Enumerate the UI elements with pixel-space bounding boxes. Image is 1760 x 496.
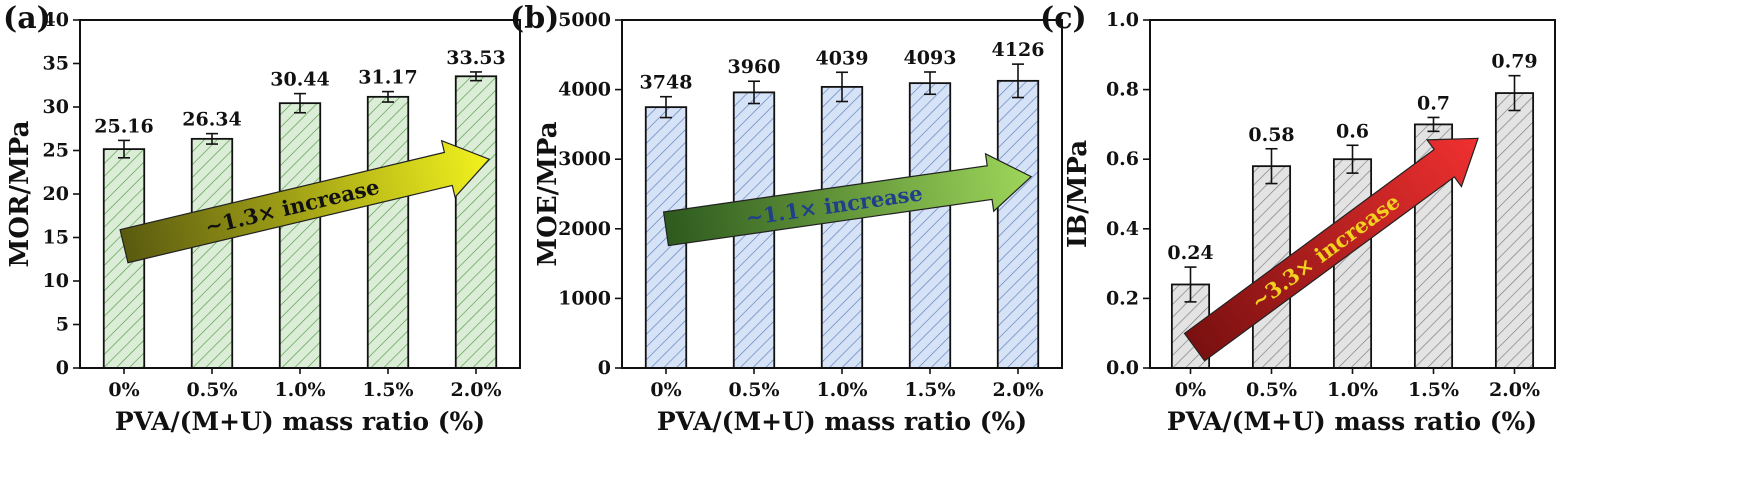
panel-a-error-bar-0: [118, 139, 130, 159]
panel-c-y-tick-label-1: 0.2: [1106, 287, 1139, 309]
panel-b-y-tick-label-4: 4000: [558, 79, 611, 101]
panel-a-y-tick-label-4: 20: [43, 183, 69, 205]
panel-a-x-tick-label-0: 0%: [108, 379, 139, 401]
panel-c-x-tick-label-3: 1.5%: [1408, 379, 1459, 401]
panel-a-bar-4: [454, 75, 498, 369]
panel-b-x-tick-label-1: 0.5%: [728, 379, 779, 401]
panel-b-value-label-0: 3748: [640, 72, 693, 94]
panel-a-x-tick-label-1: 0.5%: [186, 379, 237, 401]
panel-c-value-label-0: 0.24: [1167, 242, 1213, 264]
panel-a-y-tick-label-0: 0: [56, 357, 69, 379]
panel-c-value-label-3: 0.7: [1417, 92, 1450, 114]
panel-b-value-label-2: 4039: [816, 47, 869, 69]
panel-a-y-tick-label-5: 25: [43, 140, 69, 162]
panel-a-y-tick-label-2: 10: [43, 270, 69, 292]
panel-a-value-label-2: 30.44: [270, 69, 330, 91]
panel-a-bar-1: [190, 137, 234, 369]
panel-b-error-bar-2: [836, 71, 848, 103]
panel-c-value-label-4: 0.79: [1491, 51, 1537, 73]
panel-a-label: (a): [3, 1, 51, 36]
panel-b-error-bar-0: [660, 95, 672, 119]
panel-b-value-label-4: 4126: [992, 39, 1045, 61]
panel-a-value-label-1: 26.34: [182, 109, 242, 131]
panel-a-y-axis-label: MOR/MPa: [5, 120, 35, 267]
panel-a-y-tick-label-6: 30: [43, 96, 69, 118]
panel-a-error-bar-4: [470, 71, 482, 82]
panel-c-x-tick-label-1: 0.5%: [1246, 379, 1297, 401]
panel-a-error-bar-1: [206, 132, 218, 145]
panel-a-value-label-4: 33.53: [446, 47, 506, 69]
panel-c: (c) IB/MPa PVA/(M+U) mass ratio (%) 0.24…: [1040, 1, 1556, 436]
panel-b-y-tick-label-3: 3000: [558, 148, 611, 170]
panel-b-bar-3: [908, 82, 952, 369]
panel-a-x-tick-label-4: 2.0%: [450, 379, 501, 401]
panel-b-bar-2: [820, 85, 864, 369]
panel-b-y-tick-label-2: 2000: [558, 218, 611, 240]
panel-a-bar-3: [366, 95, 410, 369]
panel-a-y-tick-label-7: 35: [43, 53, 69, 75]
panel-c-y-tick-label-4: 0.8: [1106, 79, 1139, 101]
panel-c-axes-frame: [1149, 19, 1556, 369]
panel-b: (b) MOE/MPa PVA/(M+U) mass ratio (%) 374…: [510, 1, 1063, 436]
panel-c-label: (c): [1040, 1, 1087, 36]
panel-b-x-tick-label-3: 1.5%: [904, 379, 955, 401]
panel-c-error-bar-2: [1346, 144, 1359, 174]
panel-c-y-tick-label-0: 0.0: [1106, 357, 1139, 379]
panel-c-value-label-1: 0.58: [1248, 124, 1294, 146]
panel-a-error-bar-2: [294, 92, 306, 114]
panel-b-y-axis-label: MOE/MPa: [533, 121, 563, 266]
panel-c-error-bar-3: [1427, 116, 1440, 133]
panel-b-y-tick-label-0: 0: [598, 357, 611, 379]
panel-a-axes-frame: [79, 19, 521, 369]
panel-b-label: (b): [510, 1, 559, 36]
panel-a-error-bar-3: [382, 90, 394, 103]
panel-c-y-tick-label-2: 0.4: [1106, 218, 1139, 240]
panel-c-error-bar-4: [1508, 74, 1521, 112]
panel-c-x-axis-label: PVA/(M+U) mass ratio (%): [1167, 407, 1537, 436]
panel-b-x-tick-label-4: 2.0%: [992, 379, 1043, 401]
panel-a-x-tick-label-2: 1.0%: [274, 379, 325, 401]
panel-b-x-tick-label-2: 1.0%: [816, 379, 867, 401]
panel-c-x-tick-label-0: 0%: [1175, 379, 1206, 401]
panel-b-error-bar-4: [1012, 63, 1024, 99]
panel-b-error-bar-3: [924, 71, 936, 96]
panel-b-x-axis-label: PVA/(M+U) mass ratio (%): [657, 407, 1027, 436]
panel-c-error-bar-1: [1265, 147, 1278, 185]
panel-b-y-tick-label-5: 5000: [558, 9, 611, 31]
panel-b-value-label-3: 4093: [904, 47, 957, 69]
panel-b-bar-4: [996, 79, 1040, 369]
panel-c-bar-2: [1332, 158, 1373, 369]
panel-c-bar-4: [1494, 92, 1535, 369]
panel-a-y-tick-label-3: 15: [43, 227, 69, 249]
panel-c-value-label-2: 0.6: [1336, 120, 1369, 142]
panel-c-x-tick-label-4: 2.0%: [1489, 379, 1540, 401]
panel-a-y-tick-label-8: 40: [43, 9, 69, 31]
panel-a-x-tick-label-3: 1.5%: [362, 379, 413, 401]
panel-a-y-tick-label-1: 5: [56, 314, 69, 336]
panel-c-x-tick-label-2: 1.0%: [1327, 379, 1378, 401]
panel-a: (a) MOR/MPa PVA/(M+U) mass ratio (%) 25.…: [3, 1, 521, 436]
panel-c-error-bar-0: [1184, 266, 1197, 303]
panel-b-error-bar-1: [748, 80, 760, 105]
panel-a-value-label-0: 25.16: [94, 115, 154, 137]
panel-a-x-axis-label: PVA/(M+U) mass ratio (%): [115, 407, 485, 436]
panel-a-value-label-3: 31.17: [358, 67, 418, 89]
panel-c-y-tick-label-3: 0.6: [1106, 148, 1139, 170]
panel-c-y-axis-label: IB/MPa: [1063, 140, 1093, 248]
panel-b-y-tick-label-1: 1000: [558, 287, 611, 309]
panel-b-axes-frame: [621, 19, 1063, 369]
panel-b-value-label-1: 3960: [728, 56, 781, 78]
panel-c-y-tick-label-5: 1.0: [1106, 9, 1139, 31]
panel-a-bar-2: [278, 102, 322, 369]
panel-b-x-tick-label-0: 0%: [650, 379, 681, 401]
